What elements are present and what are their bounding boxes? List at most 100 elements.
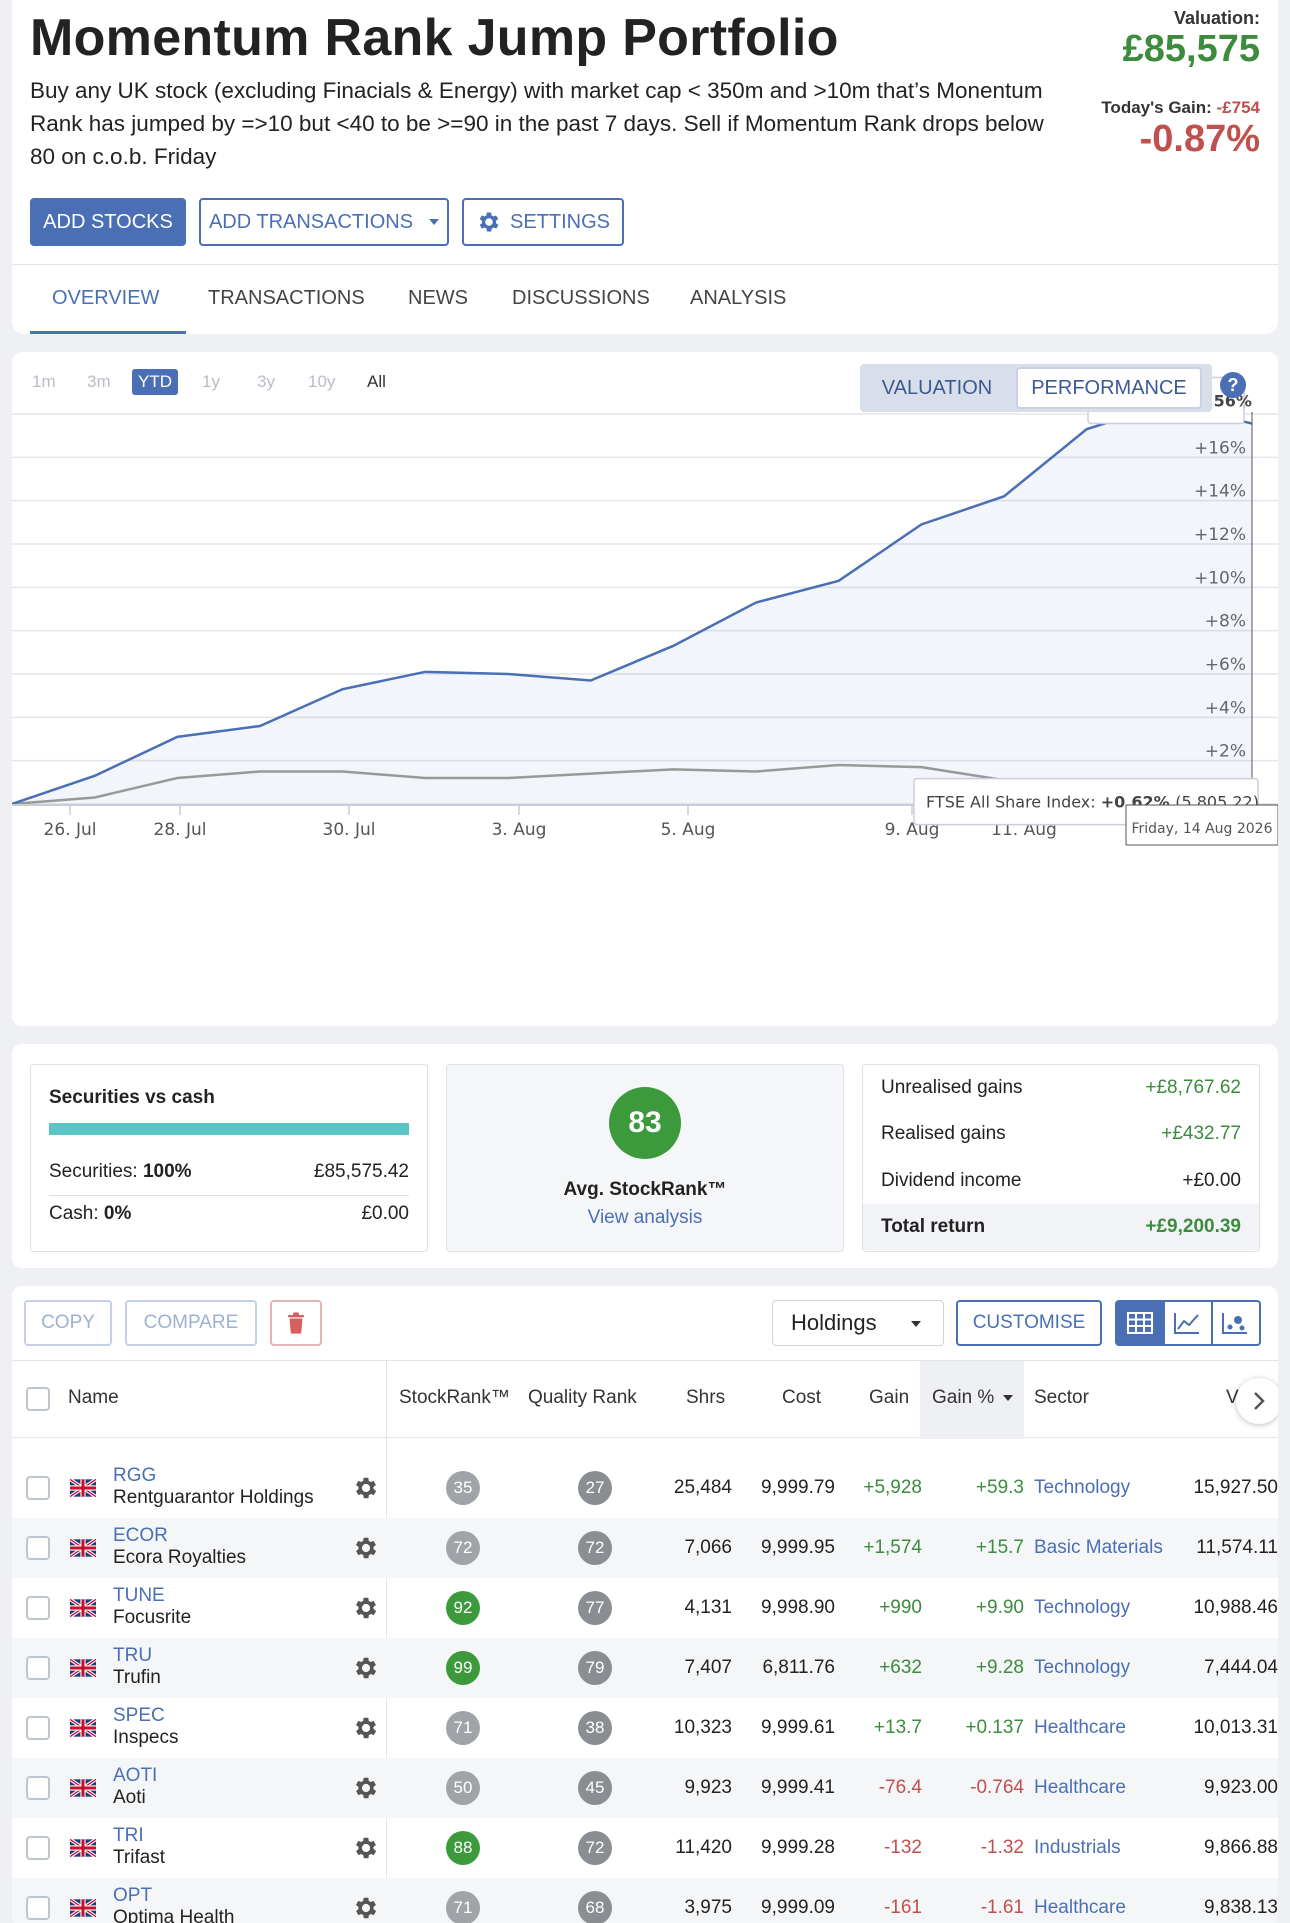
table-view-button[interactable] xyxy=(1115,1300,1165,1346)
gain-cell: -76.4 xyxy=(878,1777,922,1798)
customise-button[interactable]: CUSTOMISE xyxy=(956,1300,1102,1346)
row-checkbox[interactable] xyxy=(26,1776,50,1800)
row-checkbox[interactable] xyxy=(26,1716,50,1740)
compare-button[interactable]: COMPARE xyxy=(125,1300,257,1346)
stock-ticker-link[interactable]: TRU xyxy=(113,1645,153,1666)
add-transactions-button[interactable]: ADD TRANSACTIONS xyxy=(199,198,449,246)
chart-mode-toggle: VALUATION PERFORMANCE xyxy=(860,364,1212,412)
row-checkbox[interactable] xyxy=(26,1656,50,1680)
row-checkbox[interactable] xyxy=(26,1476,50,1500)
sector-link[interactable]: Technology xyxy=(1034,1477,1131,1498)
column-gain-percent[interactable]: Gain % xyxy=(932,1387,1013,1409)
column-shares[interactable]: Shrs xyxy=(686,1387,726,1408)
sector-link[interactable]: Basic Materials xyxy=(1034,1537,1163,1558)
range-10y[interactable]: 10y xyxy=(308,372,336,391)
unrealised-gains-row: Unrealised gains +£8,767.62 xyxy=(863,1065,1259,1111)
gear-icon[interactable] xyxy=(352,1714,380,1742)
table-row[interactable]: ECOR Ecora Royalties 72 72 7,066 9,999.95 +1,5… xyxy=(12,1518,1278,1578)
column-cost[interactable]: Cost xyxy=(782,1387,822,1408)
stock-ticker-link[interactable]: OPT xyxy=(113,1885,153,1906)
row-checkbox[interactable] xyxy=(26,1536,50,1560)
stock-ticker-link[interactable]: TRI xyxy=(113,1825,144,1846)
gear-icon[interactable] xyxy=(352,1654,380,1682)
settings-button[interactable]: SETTINGS xyxy=(462,198,624,246)
stock-ticker-link[interactable]: SPEC xyxy=(113,1705,165,1726)
securities-vs-cash-title: Securities vs cash xyxy=(49,1087,215,1108)
sector-link[interactable]: Technology xyxy=(1034,1657,1131,1678)
valuation-label: Valuation: xyxy=(1173,8,1260,28)
range-3m[interactable]: 3m xyxy=(87,372,111,391)
realised-gains-label: Realised gains xyxy=(881,1123,1006,1144)
copy-button[interactable]: COPY xyxy=(24,1300,112,1346)
line-chart-view-button[interactable] xyxy=(1163,1300,1213,1346)
column-sector[interactable]: Sector xyxy=(1034,1387,1089,1408)
sector-link[interactable]: Healthcare xyxy=(1034,1897,1126,1918)
column-gain[interactable]: Gain xyxy=(869,1387,910,1408)
row-checkbox[interactable] xyxy=(26,1596,50,1620)
stock-ticker-link[interactable]: ECOR xyxy=(113,1525,168,1546)
gear-icon[interactable] xyxy=(352,1474,380,1502)
gear-icon[interactable] xyxy=(352,1834,380,1862)
add-transactions-label: ADD TRANSACTIONS xyxy=(208,210,414,233)
gain-percent-cell: -1.32 xyxy=(980,1837,1024,1858)
tab-news[interactable]: NEWS xyxy=(408,287,468,309)
range-1y[interactable]: 1y xyxy=(202,372,220,391)
sector-link[interactable]: Healthcare xyxy=(1034,1777,1126,1798)
range-ytd[interactable]: YTD xyxy=(132,369,178,395)
stock-ticker-link[interactable]: AOTI xyxy=(113,1765,158,1786)
returns-panel: Unrealised gains +£8,767.62 Realised gai… xyxy=(862,1064,1260,1252)
performance-toggle[interactable]: PERFORMANCE xyxy=(1016,367,1202,409)
tab-transactions[interactable]: TRANSACTIONS xyxy=(208,287,365,309)
uk-flag-icon xyxy=(70,1599,96,1617)
table-row[interactable]: TRU Trufin 99 79 7,407 6,811.76 +632 +9.28 Techn… xyxy=(12,1638,1278,1698)
table-row[interactable]: SPEC Inspecs 71 38 10,323 9,999.61 +13.7 +0.137… xyxy=(12,1698,1278,1758)
tab-discussions[interactable]: DISCUSSIONS xyxy=(512,287,650,309)
uk-flag-icon xyxy=(70,1839,96,1857)
table-row[interactable]: OPT Optima Health 71 68 3,975 9,999.09 -161 -1.… xyxy=(12,1878,1278,1923)
add-stocks-button[interactable]: ADD STOCKS xyxy=(30,198,186,246)
gear-icon[interactable] xyxy=(352,1534,380,1562)
sector-link[interactable]: Technology xyxy=(1034,1597,1131,1618)
scatter-view-button[interactable] xyxy=(1211,1300,1261,1346)
select-all-checkbox[interactable] xyxy=(26,1387,50,1411)
range-3y[interactable]: 3y xyxy=(257,372,275,391)
sector-link[interactable]: Healthcare xyxy=(1034,1717,1126,1738)
trash-icon xyxy=(288,1312,304,1334)
gear-icon[interactable] xyxy=(352,1774,380,1802)
x-tick-label: 5. Aug xyxy=(661,820,716,840)
table-row[interactable]: TRI Trifast 88 72 11,420 9,999.28 -132 -1.32 Ind… xyxy=(12,1818,1278,1878)
view-select-value: Holdings xyxy=(791,1310,877,1335)
gain-percent-cell: +15.7 xyxy=(975,1537,1024,1558)
range-1m[interactable]: 1m xyxy=(32,372,56,391)
gear-icon[interactable] xyxy=(352,1594,380,1622)
sector-link[interactable]: Industrials xyxy=(1034,1837,1121,1858)
row-checkbox[interactable] xyxy=(26,1896,50,1920)
row-checkbox[interactable] xyxy=(26,1836,50,1860)
scroll-right-button[interactable] xyxy=(1236,1378,1278,1424)
valuation-toggle[interactable]: VALUATION xyxy=(881,376,993,399)
portfolio-header: Momentum Rank Jump Portfolio Buy any UK … xyxy=(12,0,1278,334)
table-row[interactable]: RGG Rentguarantor Holdings 35 27 25,484 9,999… xyxy=(12,1458,1278,1518)
tab-overview[interactable]: OVERVIEW xyxy=(52,287,160,309)
stock-ticker-link[interactable]: RGG xyxy=(113,1465,157,1486)
total-return-value: +£9,200.39 xyxy=(1145,1216,1241,1237)
delete-button[interactable] xyxy=(270,1300,322,1346)
quality-rank-badge: 45 xyxy=(578,1771,612,1805)
tab-analysis[interactable]: ANALYSIS xyxy=(690,287,787,309)
table-row[interactable]: AOTI Aoti 50 45 9,923 9,999.41 -76.4 -0.764 Heal… xyxy=(12,1758,1278,1818)
range-all[interactable]: All xyxy=(367,372,386,391)
column-name[interactable]: Name xyxy=(68,1387,119,1408)
help-icon[interactable]: ? xyxy=(1220,372,1246,398)
stock-ticker-link[interactable]: TUNE xyxy=(113,1585,165,1606)
cash-percent: 0% xyxy=(103,1203,132,1224)
gear-icon[interactable] xyxy=(352,1894,380,1922)
view-analysis-link[interactable]: View analysis xyxy=(587,1207,703,1228)
date-label-box xyxy=(1125,804,1278,846)
view-select[interactable]: Holdings xyxy=(772,1300,944,1346)
column-quality-rank[interactable]: Quality Rank xyxy=(528,1387,637,1408)
table-row[interactable]: TUNE Focusrite 92 77 4,131 9,998.90 +990 +9.90 T… xyxy=(12,1578,1278,1638)
column-stockrank[interactable]: StockRank™ xyxy=(399,1387,510,1408)
gain-percent-cell: +0.137 xyxy=(965,1717,1024,1738)
cost-cell: 9,999.28 xyxy=(761,1837,835,1858)
avg-stockrank-label: Avg. StockRank™ xyxy=(563,1179,727,1200)
